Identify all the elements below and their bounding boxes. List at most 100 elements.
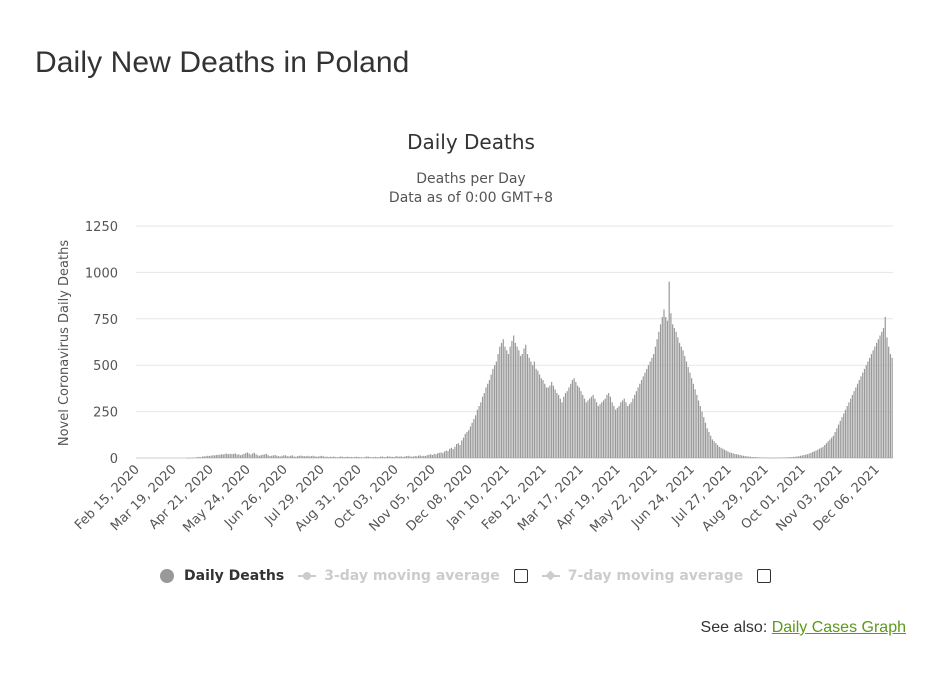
bar[interactable] xyxy=(696,394,698,458)
bar[interactable] xyxy=(829,439,831,458)
bar[interactable] xyxy=(212,455,214,458)
daily-cases-graph-link[interactable]: Daily Cases Graph xyxy=(771,619,906,636)
bar[interactable] xyxy=(768,457,771,459)
bar[interactable] xyxy=(196,457,198,458)
bar[interactable] xyxy=(758,457,760,458)
bar[interactable] xyxy=(333,456,335,458)
bar[interactable] xyxy=(578,387,580,458)
bar[interactable] xyxy=(780,457,783,459)
bar[interactable] xyxy=(760,457,762,458)
bar[interactable] xyxy=(568,387,570,458)
bar[interactable] xyxy=(656,339,658,458)
bar[interactable] xyxy=(678,342,681,458)
bar[interactable] xyxy=(601,402,603,458)
bar[interactable] xyxy=(461,440,463,458)
bar[interactable] xyxy=(618,406,620,458)
bar[interactable] xyxy=(589,398,591,458)
bar[interactable] xyxy=(201,456,204,458)
bar[interactable] xyxy=(658,331,660,458)
bar[interactable] xyxy=(402,456,404,458)
bar[interactable] xyxy=(722,448,724,458)
bar[interactable] xyxy=(388,456,390,458)
bar[interactable] xyxy=(533,361,535,458)
bar[interactable] xyxy=(647,365,650,458)
bar[interactable] xyxy=(243,453,245,458)
bar[interactable] xyxy=(305,456,307,458)
bar[interactable] xyxy=(793,456,795,458)
bar[interactable] xyxy=(207,455,209,458)
bar[interactable] xyxy=(734,453,736,458)
bar[interactable] xyxy=(606,394,608,458)
bar[interactable] xyxy=(428,454,430,458)
bar[interactable] xyxy=(238,454,240,458)
bar[interactable] xyxy=(321,455,323,458)
bar[interactable] xyxy=(492,368,494,458)
bar[interactable] xyxy=(538,374,541,458)
bar[interactable] xyxy=(672,324,674,458)
bar[interactable] xyxy=(379,456,382,458)
bar[interactable] xyxy=(386,456,389,458)
bar[interactable] xyxy=(452,449,454,458)
bar[interactable] xyxy=(456,444,458,458)
bar[interactable] xyxy=(720,447,722,458)
bar[interactable] xyxy=(335,457,337,458)
bar[interactable] xyxy=(625,402,627,458)
bar[interactable] xyxy=(580,391,582,458)
bar[interactable] xyxy=(563,396,565,458)
bar[interactable] xyxy=(374,456,376,458)
bar[interactable] xyxy=(373,457,375,458)
bar[interactable] xyxy=(751,456,753,458)
bar[interactable] xyxy=(703,417,705,458)
bar[interactable] xyxy=(409,456,411,458)
bar[interactable] xyxy=(241,454,243,458)
bar[interactable] xyxy=(483,393,485,458)
bar[interactable] xyxy=(774,457,776,459)
bar[interactable] xyxy=(355,456,357,458)
bar[interactable] xyxy=(855,387,857,458)
bar[interactable] xyxy=(307,455,309,458)
bar[interactable] xyxy=(530,361,532,458)
bar[interactable] xyxy=(632,398,634,458)
bar[interactable] xyxy=(210,455,212,458)
bar[interactable] xyxy=(739,455,741,458)
bar[interactable] xyxy=(359,457,361,458)
bar[interactable] xyxy=(725,450,727,458)
bar[interactable] xyxy=(640,380,643,458)
bar[interactable] xyxy=(661,316,663,458)
bar[interactable] xyxy=(404,456,406,458)
bar[interactable] xyxy=(233,453,235,458)
bar[interactable] xyxy=(611,402,613,458)
bar[interactable] xyxy=(316,456,318,458)
bar[interactable] xyxy=(846,406,848,458)
bar[interactable] xyxy=(697,400,700,458)
bar[interactable] xyxy=(271,455,273,458)
bar[interactable] xyxy=(329,456,332,458)
bar[interactable] xyxy=(392,456,394,458)
bar[interactable] xyxy=(454,446,456,458)
bar[interactable] xyxy=(623,398,625,458)
bar[interactable] xyxy=(637,387,639,458)
bar[interactable] xyxy=(775,457,777,459)
bar[interactable] xyxy=(506,350,508,458)
bar[interactable] xyxy=(594,398,596,458)
bar[interactable] xyxy=(654,346,656,458)
bar[interactable] xyxy=(518,350,520,458)
bar[interactable] xyxy=(385,457,387,458)
bar[interactable] xyxy=(817,449,819,458)
bar[interactable] xyxy=(741,455,743,458)
bar[interactable] xyxy=(245,453,247,458)
bar[interactable] xyxy=(405,456,408,458)
bar[interactable] xyxy=(851,394,853,458)
bar[interactable] xyxy=(381,456,383,458)
bar[interactable] xyxy=(312,455,314,458)
bar[interactable] xyxy=(398,456,401,458)
bar[interactable] xyxy=(844,409,847,458)
bar[interactable] xyxy=(551,381,553,458)
bar[interactable] xyxy=(753,457,755,458)
bar[interactable] xyxy=(786,457,788,458)
bar[interactable] xyxy=(234,453,236,458)
bar[interactable] xyxy=(485,387,487,458)
bar[interactable] xyxy=(608,393,610,458)
legend-item-7day-average[interactable]: 7-day moving average xyxy=(541,568,743,584)
bar[interactable] xyxy=(352,457,354,458)
